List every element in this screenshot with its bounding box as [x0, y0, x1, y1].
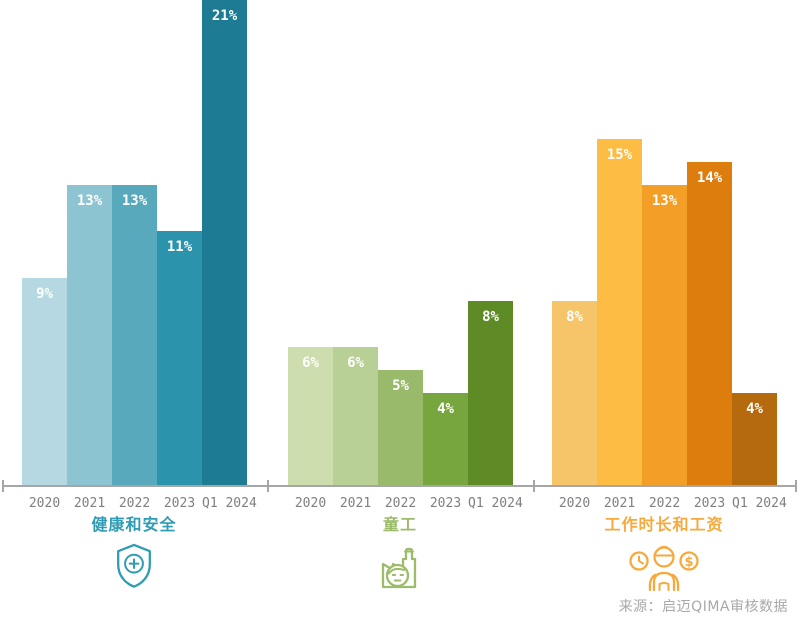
x-tick-label: Q1 2024 — [202, 496, 257, 511]
x-tick-label: 2021 — [339, 496, 372, 511]
x-tick-label: Q1 2024 — [468, 496, 523, 511]
bar-value-label: 6% — [302, 355, 319, 371]
bar-hours-wages-2021: 15% — [597, 139, 642, 486]
source-note: 来源：启迈QIMA审核数据 — [618, 599, 788, 615]
bar-value-label: 13% — [651, 193, 678, 209]
x-tick-label: 2020 — [294, 496, 327, 511]
group-label-health-safety: 健康和安全 — [91, 515, 177, 534]
group-footer-health-safety: 健康和安全 — [24, 511, 244, 594]
svg-text:$: $ — [684, 555, 693, 570]
bar-value-label: 4% — [437, 401, 454, 417]
x-tick-label: 2022 — [118, 496, 151, 511]
bar-value-label: 13% — [121, 193, 148, 209]
x-axis-line — [2, 485, 797, 487]
factory-child-worker-icon — [290, 542, 510, 594]
x-tick-label: 2022 — [648, 496, 681, 511]
bar-value-label: 14% — [696, 170, 723, 186]
shield-plus-icon — [24, 542, 244, 594]
group-label-hours-wages: 工作时长和工资 — [604, 515, 724, 534]
bar-value-label: 8% — [566, 309, 583, 325]
bar-child-labor-q1-2024: 8% — [468, 301, 513, 486]
group-label-child-labor: 童工 — [382, 515, 417, 534]
bar-value-label: 5% — [392, 378, 409, 394]
bar-value-label: 9% — [36, 286, 53, 302]
bar-hours-wages-q1-2024: 4% — [732, 393, 777, 486]
bar-child-labor-2020: 6% — [288, 347, 333, 486]
bar-hours-wages-2022: 13% — [642, 185, 687, 486]
x-tick-label: 2021 — [73, 496, 106, 511]
bar-health-safety-2021: 13% — [67, 185, 112, 486]
x-tick-label: 2020 — [28, 496, 61, 511]
bar-value-label: 21% — [211, 8, 238, 24]
bar-child-labor-2023: 4% — [423, 393, 468, 486]
bar-child-labor-2021: 6% — [333, 347, 378, 486]
bar-hours-wages-2020: 8% — [552, 301, 597, 486]
bar-health-safety-q1-2024: 21% — [202, 0, 247, 486]
bar-hours-wages-2023: 14% — [687, 162, 732, 486]
bar-value-label: 8% — [482, 309, 499, 325]
x-tick-label: 2022 — [384, 496, 417, 511]
x-tick-label: 2020 — [558, 496, 591, 511]
bar-child-labor-2022: 5% — [378, 370, 423, 486]
x-tick-label: Q1 2024 — [732, 496, 787, 511]
bar-value-label: 11% — [166, 239, 193, 255]
worker-clock-dollar-icon: $ — [554, 542, 774, 594]
bar-value-label: 15% — [606, 147, 633, 163]
bar-value-label: 6% — [347, 355, 364, 371]
bar-value-label: 13% — [76, 193, 103, 209]
x-tick-label: 2023 — [693, 496, 726, 511]
x-tick-label: 2023 — [163, 496, 196, 511]
bar-health-safety-2020: 9% — [22, 278, 67, 486]
x-tick-label: 2021 — [603, 496, 636, 511]
group-footer-child-labor: 童工 — [290, 511, 510, 594]
group-footer-hours-wages: 工作时长和工资 $ — [554, 511, 774, 594]
x-tick-label: 2023 — [429, 496, 462, 511]
bar-value-label: 4% — [746, 401, 763, 417]
bar-health-safety-2022: 13% — [112, 185, 157, 486]
bar-health-safety-2023: 11% — [157, 231, 202, 486]
